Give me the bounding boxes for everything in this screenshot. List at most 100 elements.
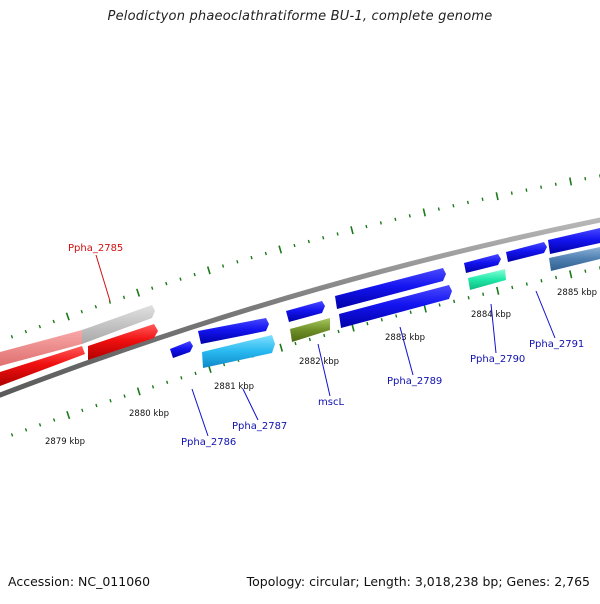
inner-minor-tick bbox=[40, 423, 41, 426]
leader-ppha-2786 bbox=[192, 389, 208, 436]
outer-minor-tick bbox=[439, 208, 440, 211]
outer-minor-tick bbox=[251, 256, 252, 259]
outer-major-tick bbox=[67, 313, 70, 321]
inner-minor-tick bbox=[338, 330, 339, 333]
feature-mscl-neighbor-arrow[interactable] bbox=[286, 301, 325, 322]
inner-major-tick bbox=[570, 270, 572, 278]
gene-label-ppha-2787[interactable]: Ppha_2787 bbox=[232, 421, 287, 432]
inner-minor-tick bbox=[295, 342, 296, 345]
accession-text: Accession: NC_011060 bbox=[8, 574, 150, 589]
leader-ppha-2791 bbox=[536, 291, 555, 338]
inner-minor-tick bbox=[410, 311, 411, 314]
outer-minor-tick bbox=[453, 204, 454, 207]
outer-minor-tick bbox=[11, 335, 12, 338]
gene-label-ppha-2789[interactable]: Ppha_2789 bbox=[387, 376, 442, 387]
kbp-label-2881: 2881 kbp bbox=[214, 382, 254, 392]
outer-minor-tick bbox=[308, 240, 309, 243]
gene-label-ppha-2791[interactable]: Ppha_2791 bbox=[529, 339, 584, 350]
gene-label-mscl[interactable]: mscL bbox=[318, 397, 344, 408]
inner-minor-tick bbox=[153, 385, 154, 388]
inner-minor-tick bbox=[167, 381, 168, 384]
outer-minor-tick bbox=[556, 183, 557, 186]
inner-minor-tick bbox=[26, 428, 27, 431]
inner-minor-tick bbox=[468, 296, 469, 299]
outer-minor-tick bbox=[223, 265, 224, 268]
outer-minor-tick bbox=[39, 325, 40, 328]
outer-minor-tick bbox=[152, 287, 153, 290]
outer-minor-tick bbox=[180, 278, 181, 281]
outer-minor-tick bbox=[541, 186, 542, 189]
inner-minor-tick bbox=[110, 399, 111, 402]
outer-minor-tick bbox=[237, 260, 238, 263]
inner-minor-tick bbox=[439, 303, 440, 306]
inner-minor-tick bbox=[541, 279, 542, 282]
outer-major-tick bbox=[208, 267, 210, 275]
inner-minor-tick bbox=[556, 276, 557, 279]
outer-minor-tick bbox=[294, 244, 295, 247]
gene-label-ppha-2790[interactable]: Ppha_2790 bbox=[470, 354, 525, 365]
inner-minor-tick bbox=[512, 286, 513, 289]
outer-minor-tick bbox=[366, 225, 367, 228]
feature-ppha-2791-arrow[interactable] bbox=[506, 242, 547, 262]
outer-minor-tick bbox=[337, 232, 338, 235]
inner-minor-tick bbox=[96, 404, 97, 407]
inner-minor-tick bbox=[195, 372, 196, 375]
outer-minor-tick bbox=[381, 221, 382, 224]
outer-major-tick bbox=[137, 289, 140, 297]
inner-minor-tick bbox=[12, 433, 13, 436]
kbp-label-2882: 2882 kbp bbox=[299, 357, 339, 367]
outer-major-tick bbox=[496, 192, 498, 200]
outer-minor-tick bbox=[166, 282, 167, 285]
inner-minor-tick bbox=[381, 318, 382, 321]
inner-major-tick bbox=[497, 287, 499, 295]
inner-major-tick bbox=[67, 411, 70, 419]
outer-minor-tick bbox=[124, 296, 125, 299]
outer-minor-tick bbox=[95, 305, 96, 308]
outer-major-tick bbox=[351, 226, 353, 234]
inner-major-tick bbox=[138, 388, 140, 396]
outer-minor-tick bbox=[323, 236, 324, 239]
outer-minor-tick bbox=[395, 218, 396, 221]
kbp-label-2884: 2884 kbp bbox=[471, 310, 511, 320]
outer-minor-tick bbox=[585, 177, 586, 180]
inner-major-tick bbox=[280, 344, 282, 352]
leader-ppha-2787 bbox=[243, 389, 258, 420]
outer-minor-tick bbox=[526, 189, 527, 192]
inner-minor-tick bbox=[527, 283, 528, 286]
outer-minor-tick bbox=[482, 198, 483, 201]
outer-major-tick bbox=[279, 246, 281, 254]
inner-minor-tick bbox=[483, 293, 484, 296]
kbp-label-2880: 2880 kbp bbox=[129, 409, 169, 419]
inner-minor-tick bbox=[585, 270, 586, 273]
inner-minor-tick bbox=[54, 419, 55, 422]
outer-minor-tick bbox=[409, 214, 410, 217]
outer-minor-tick bbox=[53, 320, 54, 323]
outer-minor-tick bbox=[265, 252, 266, 255]
feature-ppha-2786-arrow[interactable] bbox=[170, 341, 193, 358]
inner-minor-tick bbox=[454, 300, 455, 303]
outer-minor-tick bbox=[512, 192, 513, 195]
map-title: Pelodictyon phaeoclathratiforme BU-1, co… bbox=[0, 9, 600, 24]
outer-minor-tick bbox=[194, 273, 195, 276]
feature-ppha-2790-neighbor-arrow[interactable] bbox=[464, 254, 501, 273]
inner-minor-tick bbox=[309, 338, 310, 341]
outer-minor-tick bbox=[25, 330, 26, 333]
gene-label-ppha-2785[interactable]: Ppha_2785 bbox=[68, 243, 123, 254]
outer-major-tick bbox=[570, 178, 572, 186]
kbp-label-2883: 2883 kbp bbox=[385, 333, 425, 343]
topology-summary: Topology: circular; Length: 3,018,238 bp… bbox=[247, 574, 590, 589]
leader-mscl bbox=[318, 344, 330, 396]
outer-minor-tick bbox=[468, 201, 469, 204]
kbp-label-2879: 2879 kbp bbox=[45, 437, 85, 447]
inner-minor-tick bbox=[324, 334, 325, 337]
gene-label-ppha-2786[interactable]: Ppha_2786 bbox=[181, 437, 236, 448]
inner-minor-tick bbox=[82, 409, 83, 412]
inner-minor-tick bbox=[367, 322, 368, 325]
inner-minor-tick bbox=[124, 395, 125, 398]
kbp-label-2885: 2885 kbp bbox=[557, 288, 597, 298]
inner-major-tick bbox=[424, 305, 426, 313]
inner-minor-tick bbox=[396, 315, 397, 318]
feature-ppha-2790-rna[interactable] bbox=[468, 269, 506, 290]
